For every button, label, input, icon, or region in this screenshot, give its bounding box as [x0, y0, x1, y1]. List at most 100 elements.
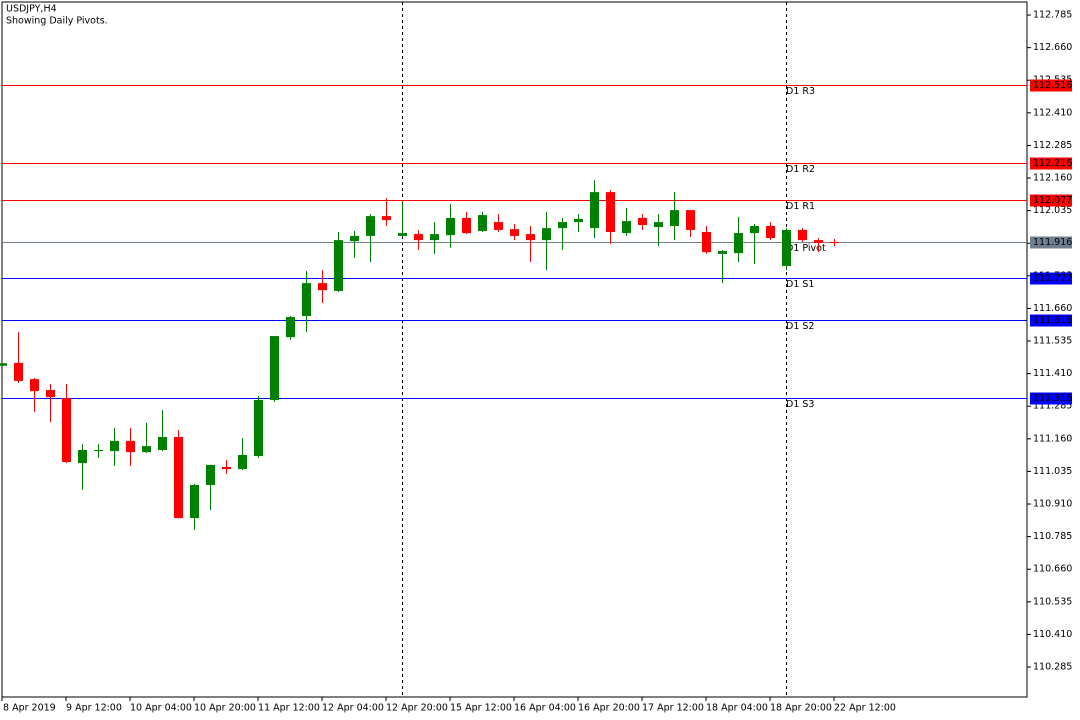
- candle-body: [334, 240, 343, 291]
- price-label-box: [1030, 157, 1072, 170]
- y-tick-label: 111.160: [1033, 433, 1072, 444]
- candle-body: [654, 222, 663, 228]
- candle-body: [478, 215, 487, 231]
- y-tick-label: 111.410: [1033, 368, 1072, 379]
- price-label: 112.077: [1033, 195, 1072, 206]
- candle-body: [510, 229, 519, 236]
- candle-body: [542, 228, 551, 241]
- x-tick-label: 18 Apr 20:00: [770, 703, 832, 714]
- pivot-name: D1 S2: [786, 321, 814, 332]
- price-label-box: [1030, 314, 1072, 327]
- x-tick-label: 8 Apr 2019: [3, 703, 56, 714]
- y-tick-label: 111.285: [1033, 401, 1072, 412]
- candle-body: [190, 484, 199, 519]
- candle-body: [382, 216, 391, 221]
- candle-body: [494, 222, 503, 230]
- candle-body: [126, 440, 135, 453]
- y-tick-label: 112.285: [1033, 140, 1072, 151]
- candle-body: [174, 436, 183, 519]
- candle-body: [222, 466, 231, 470]
- candle-body: [574, 218, 583, 223]
- chart-title: USDJPY,H4: [6, 4, 57, 15]
- candle-body: [62, 398, 71, 463]
- candle-body: [734, 233, 743, 254]
- candle-body: [78, 450, 87, 464]
- pivot-name: D1 R2: [786, 164, 815, 175]
- y-tick-label: 111.660: [1033, 303, 1072, 314]
- candle-body: [766, 226, 775, 239]
- candle-layer: [0, 180, 839, 531]
- y-tick-label: 110.535: [1033, 596, 1072, 607]
- candle-body: [830, 241, 839, 243]
- candle-body: [350, 235, 359, 242]
- price-label: 111.616: [1033, 315, 1072, 326]
- candle-body: [606, 192, 615, 233]
- candle-body: [286, 317, 295, 338]
- price-label-box: [1030, 194, 1072, 207]
- price-label: 112.216: [1033, 158, 1072, 169]
- y-tick-label: 110.910: [1033, 499, 1072, 510]
- candle-body: [462, 217, 471, 234]
- candle-body: [670, 210, 679, 227]
- y-tick-label: 112.410: [1033, 107, 1072, 118]
- x-tick-label: 9 Apr 12:00: [66, 703, 122, 714]
- x-tick-label: 22 Apr 12:00: [834, 703, 896, 714]
- candle-body: [14, 362, 23, 381]
- price-label-box: [1030, 79, 1072, 92]
- x-tick-label: 16 Apr 04:00: [514, 703, 576, 714]
- x-tick-label: 17 Apr 12:00: [642, 703, 704, 714]
- candle-body: [366, 216, 375, 236]
- x-tick-label: 18 Apr 04:00: [706, 703, 768, 714]
- candle-body: [526, 234, 535, 241]
- y-tick-label: 112.035: [1033, 205, 1072, 216]
- plot-frame: [1, 1, 1028, 698]
- pivot-name: D1 R1: [786, 201, 815, 212]
- y-tick-label: 112.660: [1033, 42, 1072, 53]
- price-label: 111.916: [1033, 237, 1072, 248]
- candle-body: [94, 450, 103, 452]
- candle-body: [750, 226, 759, 234]
- chart-subtitle: Showing Daily Pivots.: [6, 16, 108, 27]
- candle-body: [558, 222, 567, 229]
- candle-body: [318, 283, 327, 291]
- y-tick-label: 112.160: [1033, 173, 1072, 184]
- y-tick-label: 112.785: [1033, 10, 1072, 21]
- candle-body: [30, 379, 39, 392]
- price-label-box: [1030, 392, 1072, 405]
- candle-body: [0, 363, 7, 366]
- candle-body: [718, 251, 727, 254]
- x-tick-label: 10 Apr 04:00: [130, 703, 192, 714]
- candle-body: [414, 234, 423, 241]
- candle-body: [302, 283, 311, 316]
- candle-body: [686, 210, 695, 230]
- candle-body: [238, 454, 247, 470]
- candle-body: [398, 233, 407, 236]
- y-tick-label: 110.785: [1033, 531, 1072, 542]
- x-tick-label: 10 Apr 20:00: [194, 703, 256, 714]
- y-tick-label: 110.410: [1033, 629, 1072, 640]
- pivot-name: D1 Pivot: [786, 243, 826, 254]
- x-tick-label: 12 Apr 04:00: [322, 703, 384, 714]
- candle-body: [46, 390, 55, 398]
- x-tick-label: 15 Apr 12:00: [450, 703, 512, 714]
- y-tick-label: 110.660: [1033, 564, 1072, 575]
- candle-body: [206, 464, 215, 485]
- candle-body: [110, 440, 119, 452]
- candle-body: [782, 229, 791, 266]
- candle-body: [638, 217, 647, 225]
- y-tick-label: 111.535: [1033, 336, 1072, 347]
- x-tick-label: 12 Apr 20:00: [386, 703, 448, 714]
- pivot-name: D1 S1: [786, 279, 814, 290]
- price-label-box: [1030, 236, 1072, 249]
- price-label-box: [1030, 272, 1072, 285]
- candle-body: [270, 336, 279, 400]
- price-label: 111.777: [1033, 273, 1072, 284]
- candle-body: [158, 436, 167, 451]
- candle-body: [622, 221, 631, 234]
- price-label: 112.516: [1033, 80, 1072, 91]
- candle-body: [590, 192, 599, 229]
- candle-body: [702, 232, 711, 253]
- y-tick-label: 111.035: [1033, 466, 1072, 477]
